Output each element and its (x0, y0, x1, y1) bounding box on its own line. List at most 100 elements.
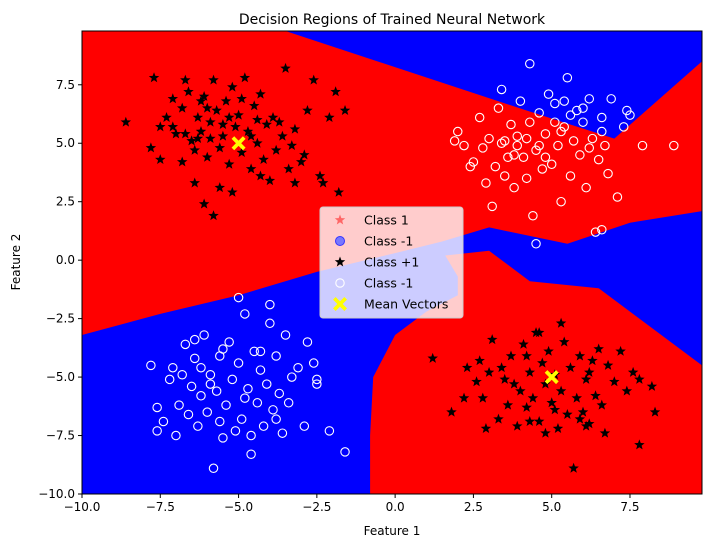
point-class-plus-1 (458, 392, 470, 403)
point-class-minus-1 (205, 379, 216, 389)
point-class-plus-1 (233, 109, 244, 120)
point-class-plus-1 (155, 121, 166, 132)
point-class-minus-1 (525, 58, 535, 69)
point-class-minus-1 (224, 337, 234, 347)
point-class-plus-1 (512, 420, 523, 431)
point-class-plus-1 (627, 366, 639, 377)
point-class-minus-1 (280, 330, 291, 340)
point-class-plus-1 (324, 112, 335, 122)
point-class-minus-1 (512, 140, 523, 151)
point-class-plus-1 (264, 175, 276, 186)
point-class-plus-1 (217, 130, 229, 141)
plot-frame (81, 30, 703, 495)
point-class-minus-1 (211, 386, 222, 396)
point-class-minus-1 (531, 145, 541, 156)
point-class-plus-1 (540, 378, 551, 389)
legend-box (319, 206, 464, 319)
legend: Class 1 Class -1 Class +1 Class -1 Mean Vect… (319, 206, 464, 319)
point-class-minus-1 (312, 379, 322, 389)
point-class-minus-1 (287, 372, 297, 382)
point-class-plus-1 (236, 93, 247, 104)
point-class-minus-1 (221, 400, 231, 410)
point-class-plus-1 (590, 390, 601, 401)
point-class-minus-1 (597, 126, 607, 137)
point-class-plus-1 (180, 128, 191, 139)
point-class-minus-1 (503, 152, 513, 163)
point-class-plus-1 (333, 186, 344, 197)
point-class-plus-1 (317, 177, 329, 188)
point-class-plus-1 (474, 355, 485, 366)
point-class-minus-1 (189, 334, 200, 345)
point-class-minus-1 (274, 388, 285, 399)
point-class-plus-1 (255, 170, 266, 181)
point-class-minus-1 (271, 414, 281, 424)
point-class-minus-1 (215, 416, 225, 427)
point-class-minus-1 (240, 393, 250, 403)
point-class-plus-1 (480, 423, 492, 433)
point-class-plus-1 (239, 72, 251, 83)
point-class-plus-1 (283, 163, 294, 174)
point-class-plus-1 (518, 338, 529, 349)
point-class-plus-1 (330, 86, 341, 97)
point-class-minus-1 (593, 154, 604, 165)
data-points (120, 58, 679, 474)
point-class-minus-1 (202, 407, 213, 417)
point-class-minus-1 (553, 140, 563, 151)
point-class-minus-1 (158, 416, 169, 427)
point-class-minus-1 (268, 405, 278, 415)
point-class-minus-1 (183, 409, 194, 420)
point-class-minus-1 (606, 94, 616, 104)
point-class-plus-1 (555, 317, 567, 328)
point-class-plus-1 (161, 112, 172, 122)
point-class-plus-1 (524, 366, 536, 377)
point-class-minus-1 (506, 119, 516, 130)
point-class-plus-1 (183, 86, 194, 97)
point-class-plus-1 (339, 105, 351, 115)
point-class-plus-1 (571, 392, 582, 403)
point-class-minus-1 (669, 140, 679, 151)
point-class-plus-1 (245, 163, 257, 174)
point-class-plus-1 (302, 105, 313, 115)
point-class-plus-1 (521, 401, 532, 412)
point-class-minus-1 (252, 398, 263, 408)
point-class-minus-1 (521, 133, 532, 144)
legend-marker (334, 214, 346, 225)
point-class-minus-1 (208, 463, 219, 474)
point-class-plus-1 (562, 408, 573, 419)
point-class-plus-1 (574, 350, 586, 361)
point-class-plus-1 (267, 112, 279, 122)
point-class-plus-1 (515, 385, 526, 396)
point-class-plus-1 (521, 350, 532, 361)
point-class-plus-1 (499, 373, 510, 384)
point-class-plus-1 (205, 133, 216, 144)
point-class-plus-1 (214, 142, 226, 153)
point-class-minus-1 (493, 103, 504, 113)
point-class-minus-1 (340, 447, 350, 457)
point-class-plus-1 (155, 154, 166, 165)
point-class-plus-1 (477, 392, 489, 403)
point-class-minus-1 (509, 150, 519, 160)
x-tick-label: 7.5 (620, 500, 639, 514)
y-tick-label: −7.5 (46, 429, 75, 443)
point-class-minus-1 (271, 351, 281, 361)
legend-label: Class 1 (364, 213, 409, 228)
point-class-minus-1 (233, 292, 244, 303)
point-class-minus-1 (521, 173, 532, 184)
point-class-minus-1 (512, 131, 523, 141)
point-class-plus-1 (208, 210, 219, 221)
point-class-plus-1 (176, 102, 188, 113)
point-class-plus-1 (205, 116, 216, 127)
point-class-plus-1 (170, 128, 182, 139)
point-class-plus-1 (198, 90, 210, 101)
point-class-minus-1 (625, 110, 635, 120)
point-class-minus-1 (556, 126, 566, 137)
point-class-plus-1 (584, 366, 595, 377)
region-class-plus-1 (617, 63, 702, 139)
legend-label: Mean Vectors (364, 297, 448, 312)
point-class-minus-1 (453, 126, 463, 137)
y-tick-label: 0.0 (56, 253, 75, 267)
point-class-minus-1 (177, 369, 187, 380)
point-class-plus-1 (574, 413, 586, 424)
point-class-plus-1 (208, 74, 219, 85)
point-class-plus-1 (258, 154, 269, 165)
